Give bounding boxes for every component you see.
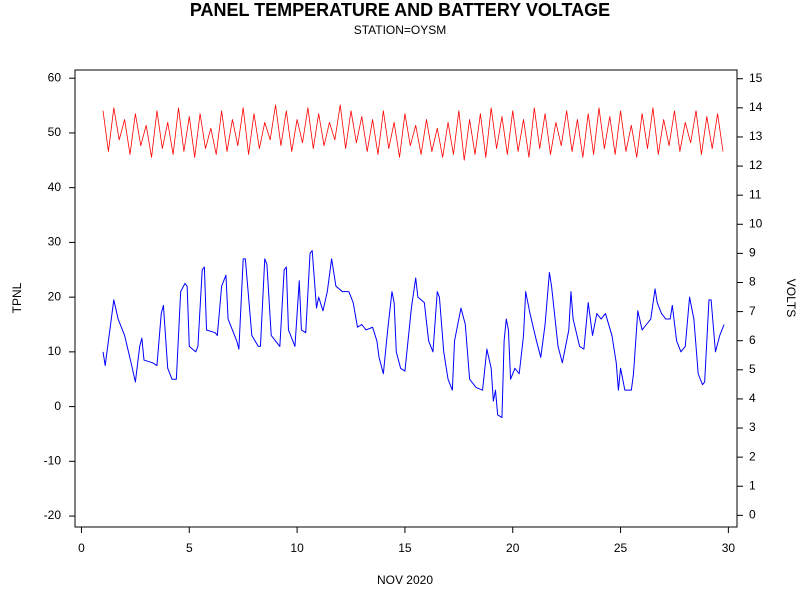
y2-tick-label: 12 (749, 158, 763, 172)
y2-tick-label: 6 (749, 333, 756, 347)
y-tick-label: -10 (44, 453, 62, 467)
y-tick-label: 50 (48, 125, 62, 139)
y-axis-label: TPNL (10, 282, 24, 313)
y2-tick-label: 7 (749, 304, 756, 318)
x-axis-label: NOV 2020 (377, 573, 433, 587)
y2-tick-label: 15 (749, 71, 763, 85)
x-tick-label: 15 (398, 541, 412, 555)
y-tick-label: -20 (44, 508, 62, 522)
y2-tick-label: 11 (749, 187, 762, 201)
plot-frame (74, 69, 738, 528)
data-line (102, 104, 724, 161)
y2-tick-label: 2 (749, 449, 756, 463)
y2-tick-label: 5 (749, 362, 756, 376)
y2-tick-label: 4 (749, 391, 756, 405)
y-tick-label: 10 (48, 344, 62, 358)
chart-title: PANEL TEMPERATURE AND BATTERY VOLTAGE (190, 0, 610, 20)
y2-axis-label: VOLTS (784, 279, 798, 317)
y2-tick-label: 1 (749, 478, 756, 492)
y2-tick-label: 14 (749, 100, 763, 114)
y-tick-label: 30 (48, 235, 62, 249)
y2-tick-label: 0 (749, 508, 756, 522)
x-tick-label: 20 (506, 541, 520, 555)
y2-tick-label: 10 (749, 216, 763, 230)
data-line (102, 250, 725, 419)
x-tick-label: 10 (290, 541, 304, 555)
y2-tick-label: 3 (749, 420, 756, 434)
y2-tick-label: 13 (749, 129, 763, 143)
y-tick-label: 60 (48, 70, 62, 84)
chart-subtitle: STATION=OYSM (354, 23, 447, 37)
y-tick-label: 0 (54, 399, 61, 413)
y2-tick-label: 8 (749, 275, 756, 289)
x-tick-label: 25 (614, 541, 628, 555)
x-tick-label: 0 (78, 541, 85, 555)
y2-tick-label: 9 (749, 246, 756, 260)
x-tick-label: 30 (722, 541, 736, 555)
y-tick-label: 20 (48, 289, 62, 303)
y-tick-label: 40 (48, 180, 62, 194)
x-tick-label: 5 (186, 541, 193, 555)
